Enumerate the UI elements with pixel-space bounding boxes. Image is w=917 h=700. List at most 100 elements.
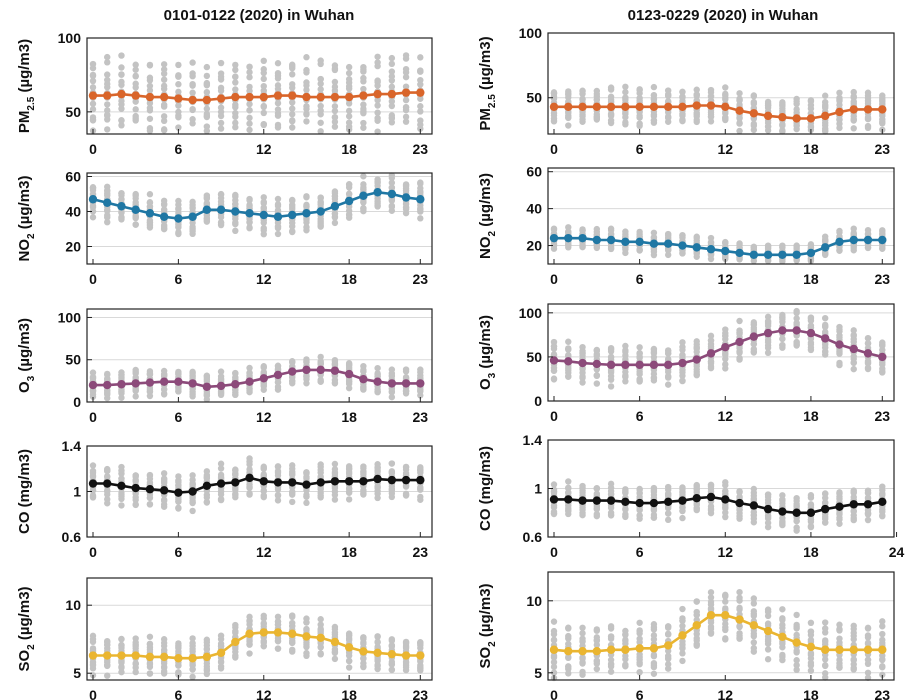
scatter-point bbox=[550, 618, 558, 625]
scatter-point bbox=[317, 353, 324, 361]
scatter-point bbox=[360, 119, 367, 127]
scatter-point bbox=[360, 74, 367, 82]
x-tick-label: 18 bbox=[803, 687, 819, 700]
scatter-point bbox=[203, 105, 211, 112]
scatter-point bbox=[879, 623, 886, 630]
scatter-point bbox=[565, 122, 572, 129]
series-point bbox=[549, 233, 559, 243]
y-tick-label: 50 bbox=[526, 349, 542, 365]
series-point bbox=[174, 377, 183, 386]
scatter-point bbox=[345, 76, 353, 83]
series-point bbox=[806, 508, 816, 517]
scatter-point bbox=[850, 365, 857, 373]
x-tick-label: 6 bbox=[636, 141, 644, 157]
scatter-point bbox=[836, 635, 843, 642]
scatter-point bbox=[607, 633, 615, 640]
scatter-point bbox=[104, 465, 111, 473]
scatter-point bbox=[289, 117, 296, 124]
scatter-point bbox=[274, 202, 282, 210]
scatter-point bbox=[593, 485, 601, 492]
scatter-cloud bbox=[89, 172, 424, 238]
series-point bbox=[401, 475, 411, 485]
scatter-point bbox=[779, 342, 786, 349]
x-tick-label: 0 bbox=[550, 544, 558, 560]
scatter-point bbox=[607, 117, 615, 124]
scatter-point bbox=[821, 233, 829, 240]
x-tick-label: 12 bbox=[256, 687, 272, 700]
scatter-point bbox=[246, 225, 253, 232]
scatter-point bbox=[388, 172, 396, 179]
scatter-point bbox=[360, 463, 367, 470]
scatter-point bbox=[246, 100, 253, 108]
scatter-point bbox=[693, 233, 700, 240]
scatter-point bbox=[289, 619, 296, 627]
scatter-point bbox=[146, 87, 154, 94]
scatter-point bbox=[104, 371, 111, 378]
scatter-point bbox=[203, 192, 211, 199]
scatter-point bbox=[246, 613, 253, 621]
scatter-point bbox=[260, 75, 267, 83]
scatter-point bbox=[722, 635, 729, 642]
series-point bbox=[706, 245, 716, 254]
scatter-point bbox=[274, 383, 282, 391]
scatter-point bbox=[565, 484, 572, 492]
scatter-point bbox=[722, 84, 729, 91]
scatter-point bbox=[607, 480, 615, 488]
scatter-point bbox=[118, 97, 125, 105]
series-point bbox=[117, 89, 126, 99]
series-point bbox=[820, 334, 830, 343]
y-axis-label: NO2 (µg/m3) bbox=[477, 173, 498, 259]
series-point bbox=[416, 195, 425, 204]
series-point bbox=[778, 250, 787, 259]
scatter-point bbox=[104, 76, 111, 84]
scatter-point bbox=[303, 69, 310, 76]
series-line bbox=[92, 190, 421, 220]
scatter-point bbox=[622, 661, 629, 668]
scatter-point bbox=[764, 620, 772, 627]
y-tick-label: 100 bbox=[519, 305, 543, 321]
scatter-point bbox=[821, 328, 829, 336]
scatter-point bbox=[118, 64, 125, 71]
scatter-point bbox=[664, 114, 672, 121]
scatter-point bbox=[388, 636, 396, 643]
scatter-point bbox=[402, 463, 410, 471]
scatter-point bbox=[331, 78, 339, 86]
series-point bbox=[606, 235, 616, 245]
series-point bbox=[663, 360, 673, 370]
scatter-point bbox=[345, 113, 353, 120]
scatter-point bbox=[189, 476, 196, 484]
series-point bbox=[245, 92, 254, 102]
scatter-point bbox=[750, 345, 758, 353]
y-tick-label: 1 bbox=[534, 481, 542, 497]
scatter-point bbox=[160, 82, 168, 90]
axes-frame bbox=[86, 37, 433, 135]
series-point bbox=[606, 102, 616, 112]
scatter-point bbox=[650, 511, 658, 519]
series-point bbox=[778, 326, 787, 335]
x-tick-label: 0 bbox=[550, 687, 558, 700]
scatter-point bbox=[693, 86, 700, 93]
scatter-point bbox=[679, 638, 686, 645]
scatter-point bbox=[246, 195, 253, 203]
scatter-point bbox=[289, 358, 296, 365]
scatter-point bbox=[289, 489, 296, 497]
scatter-point bbox=[593, 658, 601, 665]
scatter-point bbox=[636, 668, 643, 676]
scatter-point bbox=[303, 625, 310, 633]
scatter-point bbox=[132, 80, 139, 87]
scatter-point bbox=[764, 313, 772, 321]
scatter-point bbox=[707, 118, 715, 125]
scatter-point bbox=[89, 369, 97, 376]
series-point bbox=[131, 483, 140, 493]
scatter-point bbox=[779, 311, 786, 319]
scatter-point bbox=[132, 660, 139, 667]
scatter-point bbox=[417, 179, 424, 186]
x-tick-label: 6 bbox=[174, 271, 182, 287]
scatter-point bbox=[331, 107, 339, 115]
series-point bbox=[159, 92, 169, 102]
scatter-point bbox=[246, 74, 253, 81]
scatter-point bbox=[779, 127, 786, 135]
scatter-point bbox=[579, 511, 586, 519]
scatter-point bbox=[821, 499, 829, 507]
